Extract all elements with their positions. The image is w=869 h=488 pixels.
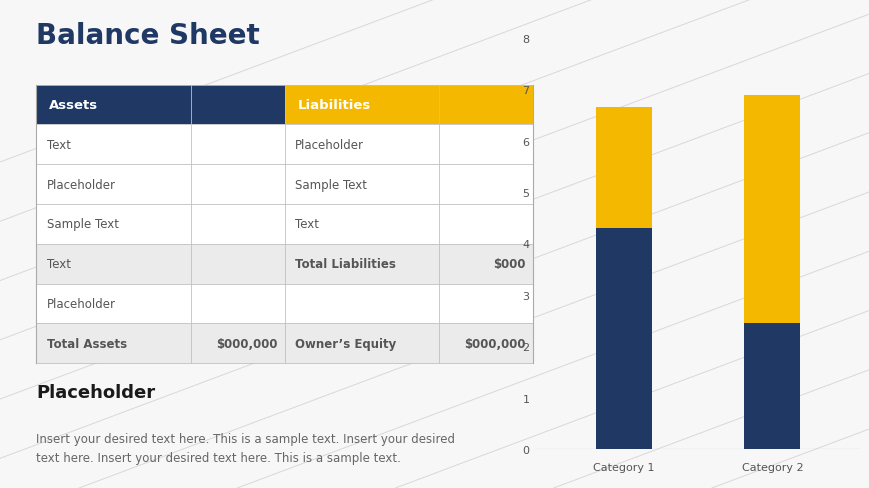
Text: Placeholder: Placeholder <box>295 139 364 151</box>
Bar <box>743 324 799 449</box>
Text: $000,000: $000,000 <box>216 337 277 350</box>
Bar <box>743 96 799 324</box>
Text: Text: Text <box>47 258 70 271</box>
Text: Text: Text <box>47 139 70 151</box>
Bar <box>36 284 533 324</box>
Text: Placeholder: Placeholder <box>47 298 116 310</box>
Text: $000,000: $000,000 <box>463 337 525 350</box>
Text: Placeholder: Placeholder <box>36 383 156 401</box>
Bar <box>36 244 533 284</box>
Text: Total Assets: Total Assets <box>47 337 127 350</box>
Bar <box>36 85 284 125</box>
Text: Sample Text: Sample Text <box>295 178 367 191</box>
Text: Placeholder: Placeholder <box>47 178 116 191</box>
Bar <box>36 165 533 204</box>
Text: Sample Text: Sample Text <box>47 218 119 231</box>
Bar <box>595 108 652 228</box>
Text: Total Liabilities: Total Liabilities <box>295 258 395 271</box>
Text: Assets: Assets <box>50 99 98 112</box>
Text: $000: $000 <box>493 258 525 271</box>
Text: Liabilities: Liabilities <box>297 99 371 112</box>
Bar <box>36 125 533 165</box>
Bar <box>595 228 652 449</box>
Text: Insert your desired text here. This is a sample text. Insert your desired
text h: Insert your desired text here. This is a… <box>36 432 455 464</box>
Bar <box>285 85 533 125</box>
Text: Text: Text <box>295 218 319 231</box>
Text: Balance Sheet: Balance Sheet <box>36 22 260 50</box>
Bar <box>36 204 533 244</box>
Text: Owner’s Equity: Owner’s Equity <box>295 337 396 350</box>
Bar <box>36 324 533 364</box>
